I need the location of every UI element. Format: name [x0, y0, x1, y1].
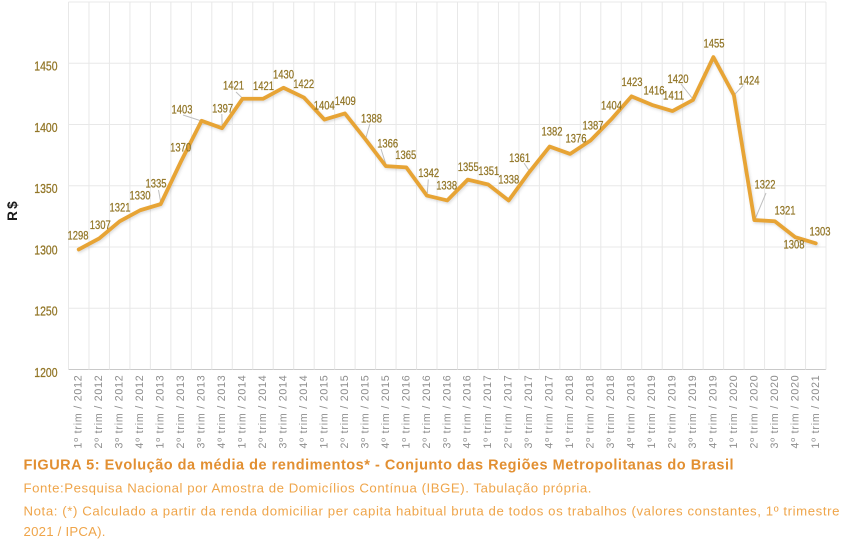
- svg-text:1421: 1421: [223, 79, 244, 92]
- svg-text:2º trim / 2014: 2º trim / 2014: [257, 375, 269, 449]
- svg-text:1388: 1388: [361, 112, 382, 125]
- svg-text:2º trim / 2020: 2º trim / 2020: [748, 375, 760, 449]
- svg-text:1º trim / 2015: 1º trim / 2015: [318, 375, 330, 449]
- svg-text:3º trim / 2019: 3º trim / 2019: [687, 375, 699, 449]
- svg-text:1308: 1308: [784, 238, 805, 251]
- svg-text:1422: 1422: [293, 78, 314, 91]
- svg-text:1200: 1200: [34, 365, 57, 380]
- svg-text:1300: 1300: [34, 242, 57, 257]
- svg-text:4º trim / 2012: 4º trim / 2012: [134, 375, 146, 449]
- svg-text:1361: 1361: [509, 152, 530, 165]
- svg-text:1338: 1338: [498, 174, 519, 187]
- svg-text:1º trim / 2012: 1º trim / 2012: [73, 375, 85, 449]
- svg-text:2º trim / 2015: 2º trim / 2015: [339, 375, 351, 449]
- svg-text:3º trim / 2020: 3º trim / 2020: [769, 375, 781, 449]
- svg-text:1366: 1366: [377, 137, 398, 150]
- svg-text:FIGURA 5: Evolução da média de: FIGURA 5: Evolução da média de rendiment…: [24, 457, 735, 473]
- svg-text:4º trim / 2015: 4º trim / 2015: [380, 375, 392, 449]
- svg-text:1424: 1424: [739, 74, 760, 87]
- svg-text:1404: 1404: [314, 99, 335, 112]
- svg-text:4º trim / 2019: 4º trim / 2019: [707, 375, 719, 449]
- svg-text:1350: 1350: [34, 181, 57, 196]
- svg-text:1365: 1365: [395, 149, 416, 162]
- svg-text:1403: 1403: [172, 103, 193, 116]
- svg-text:4º trim / 2014: 4º trim / 2014: [298, 375, 310, 449]
- svg-text:4º trim / 2016: 4º trim / 2016: [462, 375, 474, 449]
- svg-text:1298: 1298: [68, 229, 89, 242]
- svg-text:1400: 1400: [34, 120, 57, 135]
- svg-text:4º trim / 2013: 4º trim / 2013: [216, 375, 228, 449]
- svg-text:1342: 1342: [418, 167, 439, 180]
- svg-text:1397: 1397: [212, 102, 233, 115]
- svg-text:3º trim / 2017: 3º trim / 2017: [523, 375, 535, 449]
- svg-text:1º trim / 2021: 1º trim / 2021: [810, 375, 822, 449]
- svg-text:3º trim / 2018: 3º trim / 2018: [605, 375, 617, 449]
- svg-text:2º trim / 2012: 2º trim / 2012: [93, 375, 105, 449]
- svg-text:2º trim / 2018: 2º trim / 2018: [585, 375, 597, 449]
- svg-text:1409: 1409: [335, 95, 356, 108]
- svg-text:4º trim / 2018: 4º trim / 2018: [626, 375, 638, 449]
- svg-text:1º trim / 2020: 1º trim / 2020: [728, 375, 740, 449]
- svg-text:3º trim / 2014: 3º trim / 2014: [277, 375, 289, 449]
- svg-text:1º trim / 2018: 1º trim / 2018: [564, 375, 576, 449]
- svg-text:1370: 1370: [170, 141, 191, 154]
- svg-text:2º trim / 2013: 2º trim / 2013: [175, 375, 187, 449]
- svg-text:3º trim / 2012: 3º trim / 2012: [114, 375, 126, 449]
- svg-text:1351: 1351: [478, 165, 499, 178]
- svg-text:1321: 1321: [775, 204, 796, 217]
- svg-text:Fonte:Pesquisa Nacional por Am: Fonte:Pesquisa Nacional por Amostra de D…: [24, 480, 593, 495]
- svg-text:3º trim / 2013: 3º trim / 2013: [196, 375, 208, 449]
- svg-text:3º trim / 2015: 3º trim / 2015: [359, 375, 371, 449]
- svg-text:1335: 1335: [146, 178, 167, 191]
- svg-text:1411: 1411: [663, 89, 684, 102]
- svg-text:1430: 1430: [273, 69, 294, 82]
- svg-text:Nota: (*) Calculado a partir d: Nota: (*) Calculado a partir da renda do…: [24, 504, 841, 519]
- svg-text:4º trim / 2020: 4º trim / 2020: [789, 375, 801, 449]
- svg-text:1420: 1420: [668, 73, 689, 86]
- svg-text:2º trim / 2016: 2º trim / 2016: [421, 375, 433, 449]
- svg-text:1º trim / 2016: 1º trim / 2016: [400, 375, 412, 449]
- svg-text:1º trim / 2019: 1º trim / 2019: [646, 375, 658, 449]
- svg-text:1423: 1423: [622, 76, 643, 89]
- svg-text:1455: 1455: [704, 37, 725, 50]
- svg-text:1307: 1307: [90, 219, 111, 232]
- svg-text:R$: R$: [5, 199, 20, 221]
- svg-text:1º trim / 2014: 1º trim / 2014: [237, 375, 249, 449]
- svg-text:1303: 1303: [810, 225, 831, 238]
- svg-text:1404: 1404: [601, 99, 622, 112]
- svg-text:1387: 1387: [583, 119, 604, 132]
- svg-text:1382: 1382: [542, 125, 563, 138]
- svg-text:2º trim / 2019: 2º trim / 2019: [666, 375, 678, 449]
- svg-text:3º trim / 2016: 3º trim / 2016: [441, 375, 453, 449]
- svg-text:1450: 1450: [34, 59, 57, 74]
- svg-text:4º trim / 2017: 4º trim / 2017: [544, 375, 556, 449]
- svg-text:1376: 1376: [566, 132, 587, 145]
- svg-text:1330: 1330: [130, 189, 151, 202]
- svg-text:1º trim / 2013: 1º trim / 2013: [155, 375, 167, 449]
- svg-text:1416: 1416: [644, 84, 665, 97]
- svg-text:1355: 1355: [458, 161, 479, 174]
- svg-text:2º trim / 2017: 2º trim / 2017: [503, 375, 515, 449]
- svg-text:2021 / IPCA).: 2021 / IPCA).: [24, 524, 106, 539]
- svg-text:1º trim / 2017: 1º trim / 2017: [482, 375, 494, 449]
- svg-text:1321: 1321: [110, 201, 131, 214]
- svg-text:1250: 1250: [34, 304, 57, 319]
- svg-text:1421: 1421: [253, 80, 274, 93]
- svg-text:1322: 1322: [755, 178, 776, 191]
- svg-text:1338: 1338: [436, 180, 457, 193]
